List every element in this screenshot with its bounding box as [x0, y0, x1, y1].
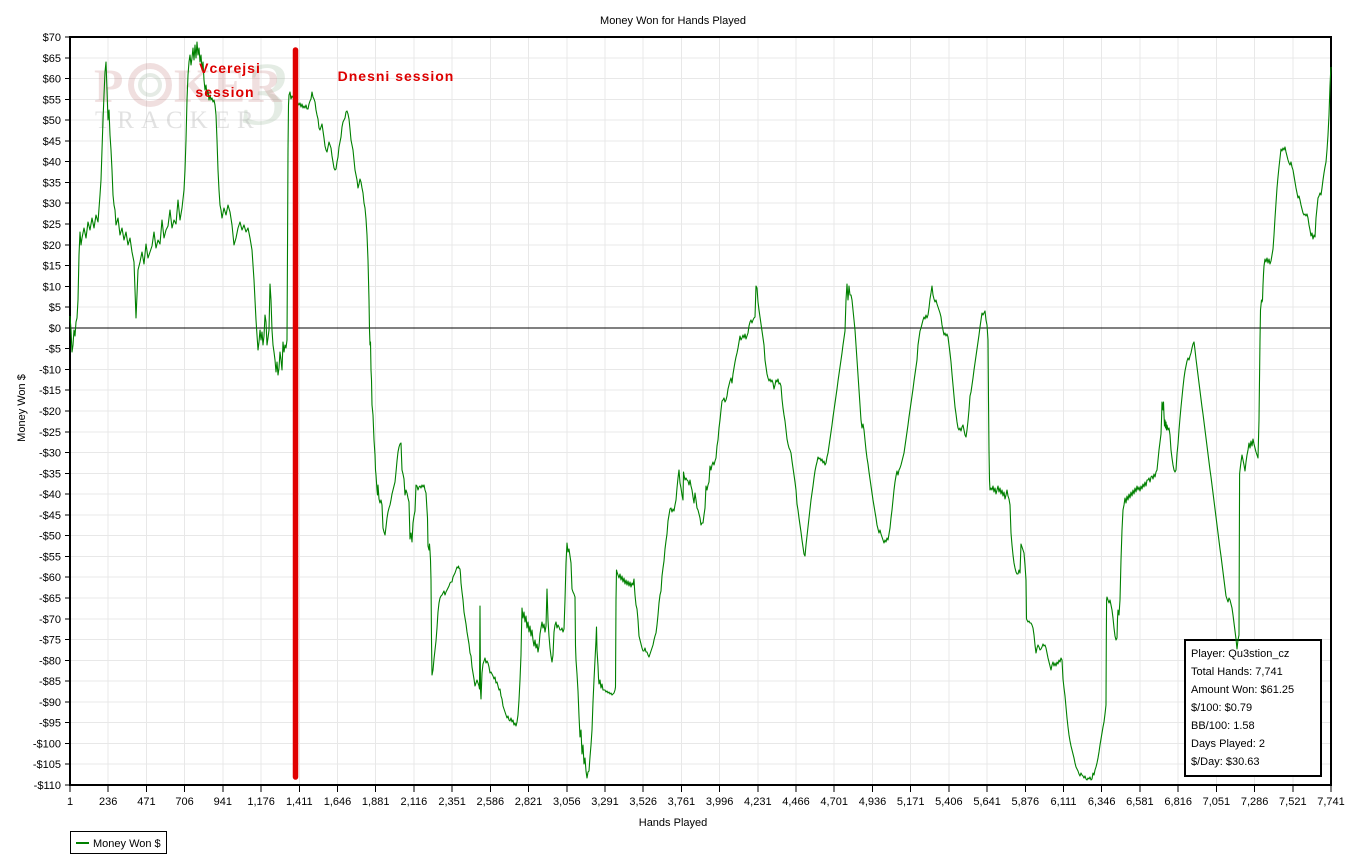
svg-text:-$25: -$25 [39, 427, 61, 439]
svg-text:-$65: -$65 [39, 593, 61, 605]
svg-text:3,291: 3,291 [591, 796, 619, 808]
svg-text:3,996: 3,996 [706, 796, 734, 808]
svg-text:-$40: -$40 [39, 489, 61, 501]
svg-text:2,586: 2,586 [477, 796, 505, 808]
svg-text:4,936: 4,936 [859, 796, 887, 808]
svg-text:$5: $5 [49, 302, 61, 314]
svg-text:$/100: $0.79: $/100: $0.79 [1191, 702, 1252, 714]
svg-text:Days Played: 2: Days Played: 2 [1191, 738, 1265, 750]
svg-text:4,701: 4,701 [820, 796, 848, 808]
svg-text:-$45: -$45 [39, 510, 61, 522]
svg-text:1,176: 1,176 [247, 796, 275, 808]
svg-text:session: session [195, 84, 254, 100]
svg-text:-$95: -$95 [39, 718, 61, 730]
svg-text:7,741: 7,741 [1317, 796, 1345, 808]
svg-text:-$110: -$110 [34, 780, 61, 792]
svg-text:Hands Played: Hands Played [639, 817, 708, 829]
svg-text:-$55: -$55 [39, 551, 61, 563]
svg-text:-$50: -$50 [39, 531, 61, 543]
svg-text:-$90: -$90 [39, 697, 61, 709]
svg-text:KER: KER [174, 60, 284, 113]
svg-text:706: 706 [175, 796, 193, 808]
svg-text:5,171: 5,171 [897, 796, 925, 808]
svg-text:2,116: 2,116 [401, 796, 428, 808]
svg-text:-$5: -$5 [45, 344, 61, 356]
svg-text:3,761: 3,761 [668, 796, 696, 808]
svg-text:3: 3 [242, 45, 288, 144]
svg-text:2,821: 2,821 [515, 796, 543, 808]
svg-text:5,406: 5,406 [935, 796, 963, 808]
svg-text:471: 471 [137, 796, 155, 808]
svg-text:6,581: 6,581 [1126, 796, 1154, 808]
svg-text:$60: $60 [43, 74, 61, 86]
svg-text:$25: $25 [43, 219, 61, 231]
svg-text:Money Won for Hands Played: Money Won for Hands Played [600, 15, 746, 27]
svg-text:6,816: 6,816 [1164, 796, 1192, 808]
svg-text:$15: $15 [43, 261, 61, 273]
svg-text:4,231: 4,231 [744, 796, 772, 808]
svg-text:-$100: -$100 [33, 738, 61, 750]
svg-text:-$85: -$85 [39, 676, 61, 688]
svg-text:4,466: 4,466 [782, 796, 810, 808]
svg-text:$/Day: $30.63: $/Day: $30.63 [1191, 756, 1260, 768]
svg-text:-$75: -$75 [39, 635, 61, 647]
svg-text:2,351: 2,351 [438, 796, 466, 808]
svg-text:$40: $40 [43, 157, 61, 169]
svg-text:3,526: 3,526 [629, 796, 657, 808]
svg-text:$35: $35 [43, 177, 61, 189]
svg-text:7,286: 7,286 [1241, 796, 1269, 808]
svg-text:-$10: -$10 [39, 364, 61, 376]
svg-text:6,346: 6,346 [1088, 796, 1116, 808]
svg-text:$10: $10 [43, 281, 61, 293]
svg-text:-$60: -$60 [39, 572, 61, 584]
svg-text:Total Hands: 7,741: Total Hands: 7,741 [1191, 666, 1283, 678]
svg-text:$30: $30 [43, 198, 61, 210]
svg-text:-$70: -$70 [39, 614, 61, 626]
svg-text:7,051: 7,051 [1203, 796, 1231, 808]
svg-text:TRACKER: TRACKER [95, 107, 261, 134]
svg-text:1,646: 1,646 [324, 796, 352, 808]
svg-text:5,641: 5,641 [973, 796, 1001, 808]
svg-text:$65: $65 [43, 53, 61, 65]
svg-text:Player: Qu3stion_cz: Player: Qu3stion_cz [1191, 648, 1289, 660]
svg-text:BB/100: 1.58: BB/100: 1.58 [1191, 720, 1255, 732]
svg-text:P: P [94, 60, 126, 113]
svg-text:-$20: -$20 [39, 406, 61, 418]
svg-text:1,881: 1,881 [362, 796, 390, 808]
svg-text:$45: $45 [43, 136, 61, 148]
svg-text:236: 236 [99, 796, 117, 808]
svg-text:$0: $0 [49, 323, 61, 335]
svg-text:Money Won $: Money Won $ [93, 838, 161, 850]
svg-text:-$35: -$35 [39, 468, 61, 480]
svg-text:-$105: -$105 [33, 759, 61, 771]
svg-text:-$15: -$15 [39, 385, 61, 397]
svg-text:1,411: 1,411 [286, 796, 313, 808]
svg-text:Money Won $: Money Won $ [16, 374, 28, 442]
svg-text:-$80: -$80 [39, 655, 61, 667]
svg-text:7,521: 7,521 [1279, 796, 1307, 808]
svg-text:3,056: 3,056 [553, 796, 581, 808]
svg-text:1: 1 [67, 796, 73, 808]
svg-text:$70: $70 [43, 32, 61, 44]
svg-text:-$30: -$30 [39, 448, 61, 460]
svg-text:Dnesni session: Dnesni session [338, 68, 455, 84]
svg-text:$55: $55 [43, 94, 61, 106]
svg-text:$20: $20 [43, 240, 61, 252]
svg-text:941: 941 [214, 796, 232, 808]
svg-text:Amount Won: $61.25: Amount Won: $61.25 [1191, 684, 1294, 696]
svg-text:Vcerejsi: Vcerejsi [199, 60, 261, 76]
svg-text:$50: $50 [43, 115, 61, 127]
svg-text:5,876: 5,876 [1012, 796, 1040, 808]
svg-text:6,111: 6,111 [1051, 796, 1077, 808]
